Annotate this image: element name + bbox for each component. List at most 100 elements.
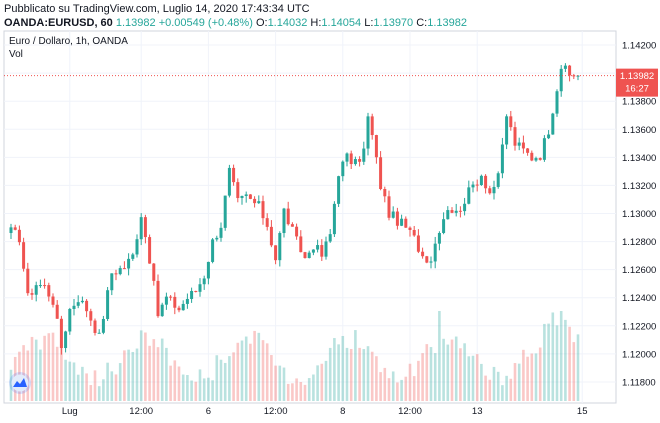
candle-body bbox=[97, 332, 101, 334]
volume-bar bbox=[219, 359, 223, 401]
low-value: 1.13970 bbox=[373, 17, 414, 29]
candle-body bbox=[26, 268, 30, 294]
volume-bar bbox=[144, 332, 147, 401]
candle-body bbox=[215, 237, 219, 240]
candle-body bbox=[219, 227, 223, 238]
volume-bar bbox=[156, 347, 160, 401]
candle-body bbox=[156, 280, 160, 317]
volume-bar bbox=[152, 339, 156, 401]
candle-body bbox=[38, 285, 42, 287]
volume-bar bbox=[459, 348, 462, 401]
candle-body bbox=[51, 296, 55, 305]
candle-body bbox=[290, 224, 294, 227]
candle-body bbox=[391, 211, 395, 218]
tradingview-logo-icon[interactable] bbox=[9, 372, 31, 394]
volume-bar bbox=[412, 376, 416, 401]
candle-body bbox=[408, 227, 412, 230]
candle-body bbox=[106, 290, 110, 319]
candle-body bbox=[383, 189, 387, 197]
time-tick-label: 8 bbox=[340, 406, 345, 417]
volume-bar bbox=[186, 375, 189, 401]
candle-body bbox=[278, 233, 282, 261]
price-tag: 1.13982 16:27 bbox=[616, 68, 658, 97]
volume-bar bbox=[429, 347, 433, 401]
candle-body bbox=[362, 148, 366, 162]
candle-body bbox=[68, 308, 72, 332]
candle-body bbox=[22, 242, 26, 269]
volume-bar bbox=[551, 312, 555, 401]
candle-body bbox=[526, 148, 530, 153]
candle-body bbox=[479, 175, 483, 186]
volume-bar bbox=[114, 374, 118, 401]
candle-body bbox=[261, 201, 265, 219]
volume-bar bbox=[81, 366, 84, 401]
volume-bar bbox=[30, 336, 34, 401]
price-tick-label: 1.13400 bbox=[622, 153, 656, 164]
low-label: L: bbox=[364, 17, 374, 29]
candle-body bbox=[13, 227, 17, 230]
candle-body bbox=[177, 307, 181, 311]
candle-body bbox=[307, 252, 311, 259]
published-line: Pubblicato su TradingView.com, Luglio 14… bbox=[4, 3, 310, 15]
price-tick-label: 1.11800 bbox=[622, 377, 656, 388]
volume-bar bbox=[450, 339, 454, 401]
volume-bar bbox=[320, 363, 324, 401]
volume-bar bbox=[261, 340, 265, 401]
volume-bar bbox=[270, 355, 273, 401]
symbol-label: OANDA:EURUSD, 60 bbox=[4, 17, 113, 29]
time-tick-label: 12:00 bbox=[129, 406, 153, 417]
symbol-line: OANDA:EURUSD, 60 1.13982 +0.00549 (+0.48… bbox=[4, 17, 467, 29]
volume-bar bbox=[496, 371, 500, 401]
grid bbox=[4, 31, 616, 403]
volume-bar bbox=[169, 365, 172, 401]
candle-body bbox=[135, 239, 139, 255]
legend-title: Euro / Dollaro, 1h, OANDA bbox=[9, 36, 128, 47]
candle-body bbox=[442, 219, 446, 233]
volume-bar bbox=[307, 378, 311, 401]
volume-bar bbox=[43, 335, 46, 401]
volume-bar bbox=[123, 350, 126, 401]
volume-bar bbox=[194, 381, 198, 401]
candle-body bbox=[353, 159, 357, 165]
candle-body bbox=[547, 134, 551, 139]
candle-body bbox=[454, 210, 458, 213]
candle-body bbox=[274, 245, 278, 261]
volume-bar bbox=[165, 347, 168, 401]
volume-bar bbox=[127, 349, 130, 401]
price-tick-label: 1.13800 bbox=[622, 97, 656, 108]
volume-bar bbox=[265, 343, 269, 401]
volume-bar bbox=[207, 377, 210, 401]
volume-bar bbox=[362, 349, 366, 401]
candle-body bbox=[299, 236, 303, 253]
candle-body bbox=[458, 210, 462, 212]
candle-body bbox=[311, 249, 315, 253]
volume-bar bbox=[181, 374, 185, 401]
volume-bar bbox=[139, 330, 143, 401]
candle-body bbox=[118, 268, 122, 275]
volume-bar bbox=[576, 334, 580, 401]
published-text: Pubblicato su TradingView.com, Luglio 14… bbox=[4, 3, 310, 15]
volume-bar bbox=[438, 311, 441, 401]
volume-bar bbox=[249, 343, 252, 401]
volume-bar bbox=[383, 367, 387, 401]
volume-bar bbox=[93, 370, 97, 401]
candle-body bbox=[17, 229, 21, 243]
volume-bar bbox=[312, 374, 315, 401]
volume-bar bbox=[341, 335, 345, 401]
volume-bar bbox=[118, 363, 122, 401]
volume-bar bbox=[522, 349, 525, 401]
volume-bar bbox=[295, 378, 298, 401]
volume-bar bbox=[471, 355, 475, 401]
volume-bar bbox=[274, 365, 277, 401]
candle-body bbox=[488, 188, 492, 194]
last-price: 1.13982 bbox=[115, 17, 156, 29]
time-tick-label: 15 bbox=[577, 406, 588, 417]
candle-body bbox=[349, 153, 353, 165]
candle-body bbox=[521, 142, 525, 149]
volume-bar bbox=[568, 326, 571, 401]
candle-body bbox=[253, 198, 257, 204]
candle-body bbox=[551, 113, 555, 135]
volume-bar bbox=[26, 350, 30, 401]
candle-body bbox=[131, 254, 135, 259]
